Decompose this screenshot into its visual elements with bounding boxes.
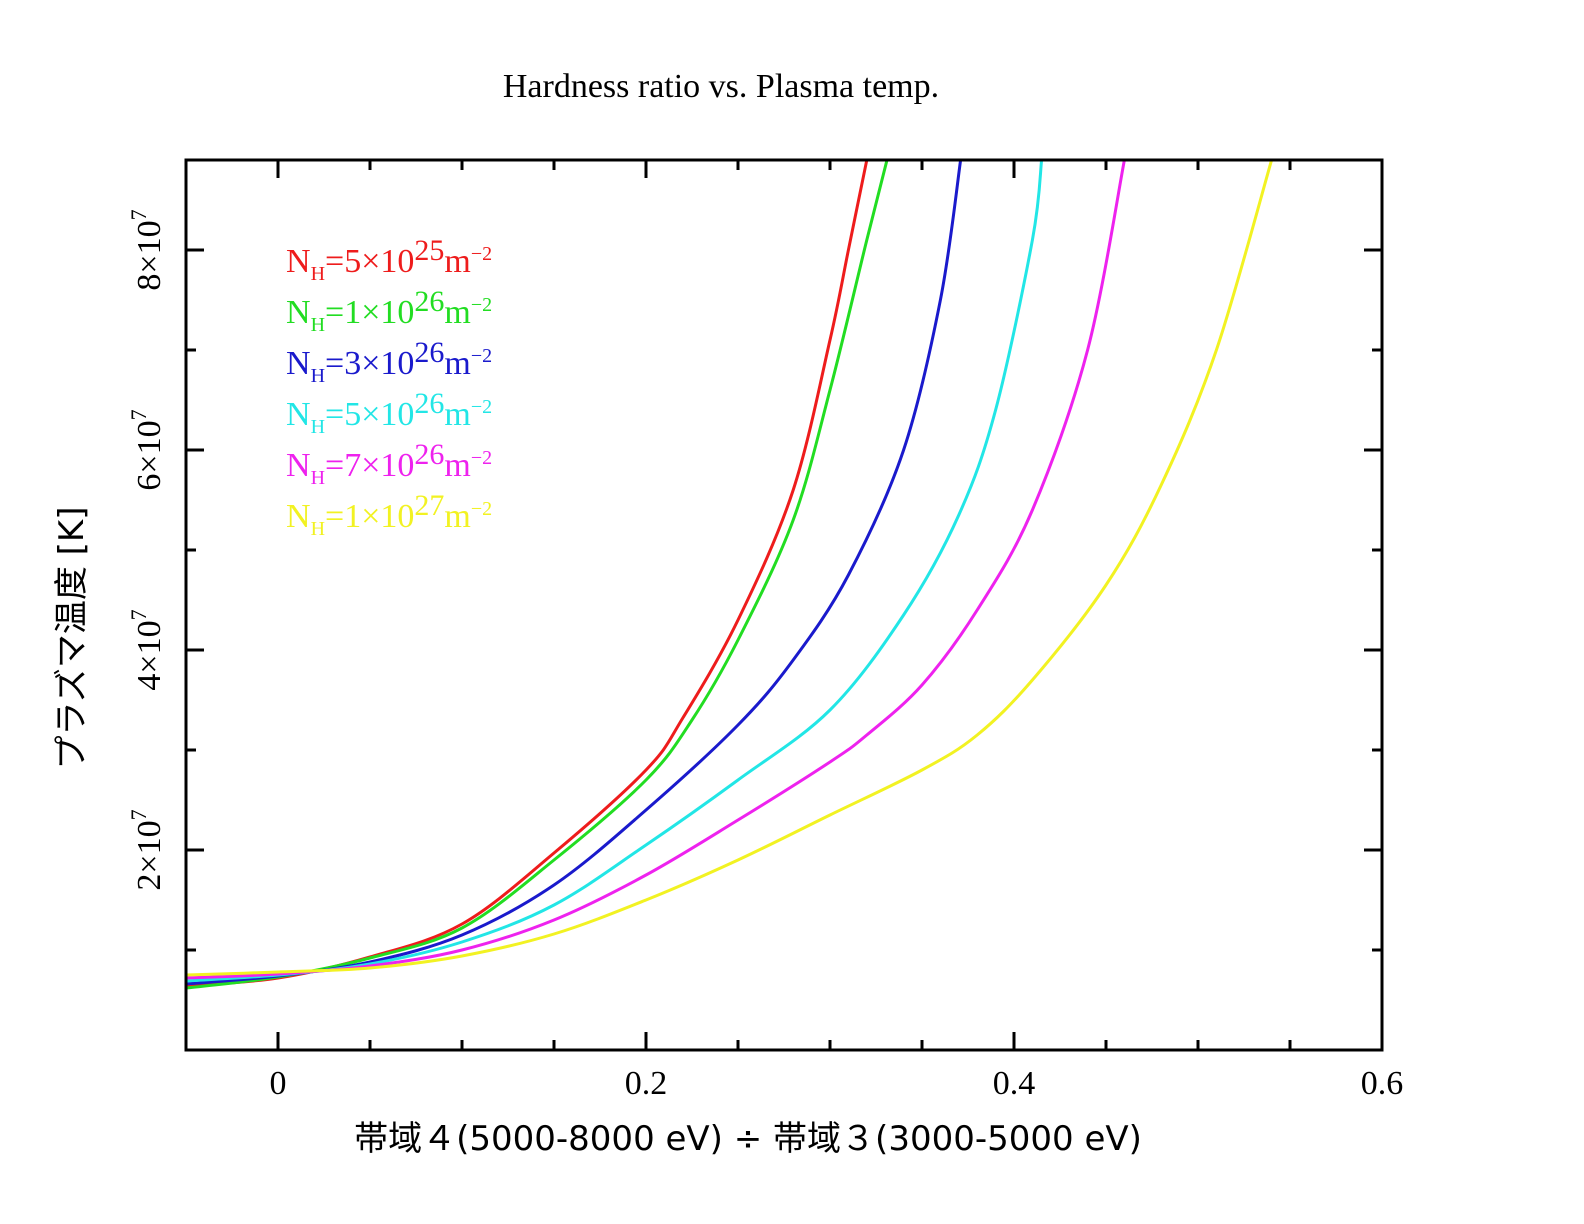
series-line-4 xyxy=(186,160,1044,983)
y-tick-exponent: 7 xyxy=(126,609,151,620)
legend-entry-6: NH=1×1027m−2 xyxy=(286,489,492,540)
x-axis-label: 帯域４(5000-8000 eV) ÷ 帯域３(3000-5000 eV) xyxy=(354,1119,1142,1159)
x-tick-label: 0.4 xyxy=(993,1065,1036,1102)
series-line-1 xyxy=(186,160,869,988)
legend-entry-2: NH=1×1026m−2 xyxy=(286,285,492,336)
chart-title: Hardness ratio vs. Plasma temp. xyxy=(503,68,939,105)
y-tick-mantissa: 6×10 xyxy=(131,420,168,490)
y-tick-label: 4×107 xyxy=(126,609,168,690)
legend-layer: NH=5×1025m−2NH=1×1026m−2NH=3×1026m−2NH=5… xyxy=(286,234,492,540)
y-tick-exponent: 7 xyxy=(126,809,151,820)
legend-entry-3: NH=3×1026m−2 xyxy=(286,336,492,387)
y-tick-label: 6×107 xyxy=(126,409,168,490)
series-line-2 xyxy=(186,160,889,990)
y-tick-mantissa: 4×10 xyxy=(131,620,168,690)
series-line-3 xyxy=(186,160,963,986)
legend-entry-1: NH=5×1025m−2 xyxy=(286,234,492,285)
x-tick-label: 0.2 xyxy=(625,1065,668,1102)
legend-entry-5: NH=7×1026m−2 xyxy=(286,438,492,489)
y-tick-exponent: 7 xyxy=(126,209,151,220)
y-tick-mantissa: 2×10 xyxy=(131,820,168,890)
svg-text:8×107: 8×107 xyxy=(126,209,168,290)
svg-text:4×107: 4×107 xyxy=(126,609,168,690)
svg-text:6×107: 6×107 xyxy=(126,409,168,490)
y-tick-label: 8×107 xyxy=(126,209,168,290)
plot-frame xyxy=(184,158,1384,1052)
y-tick-mantissa: 8×10 xyxy=(131,220,168,290)
y-tick-label: 2×107 xyxy=(126,809,168,890)
x-tick-label: 0 xyxy=(270,1065,287,1102)
axes-layer xyxy=(184,158,1384,1052)
series-line-6 xyxy=(186,160,1274,977)
x-tick-label: 0.6 xyxy=(1361,1065,1404,1102)
y-tick-exponent: 7 xyxy=(126,409,151,420)
y-axis-label: プラズマ温度 [K] xyxy=(52,507,92,770)
series-line-5 xyxy=(186,160,1126,980)
svg-text:2×107: 2×107 xyxy=(126,809,168,890)
legend-entry-4: NH=5×1026m−2 xyxy=(286,387,492,438)
series-layer xyxy=(186,160,1274,990)
